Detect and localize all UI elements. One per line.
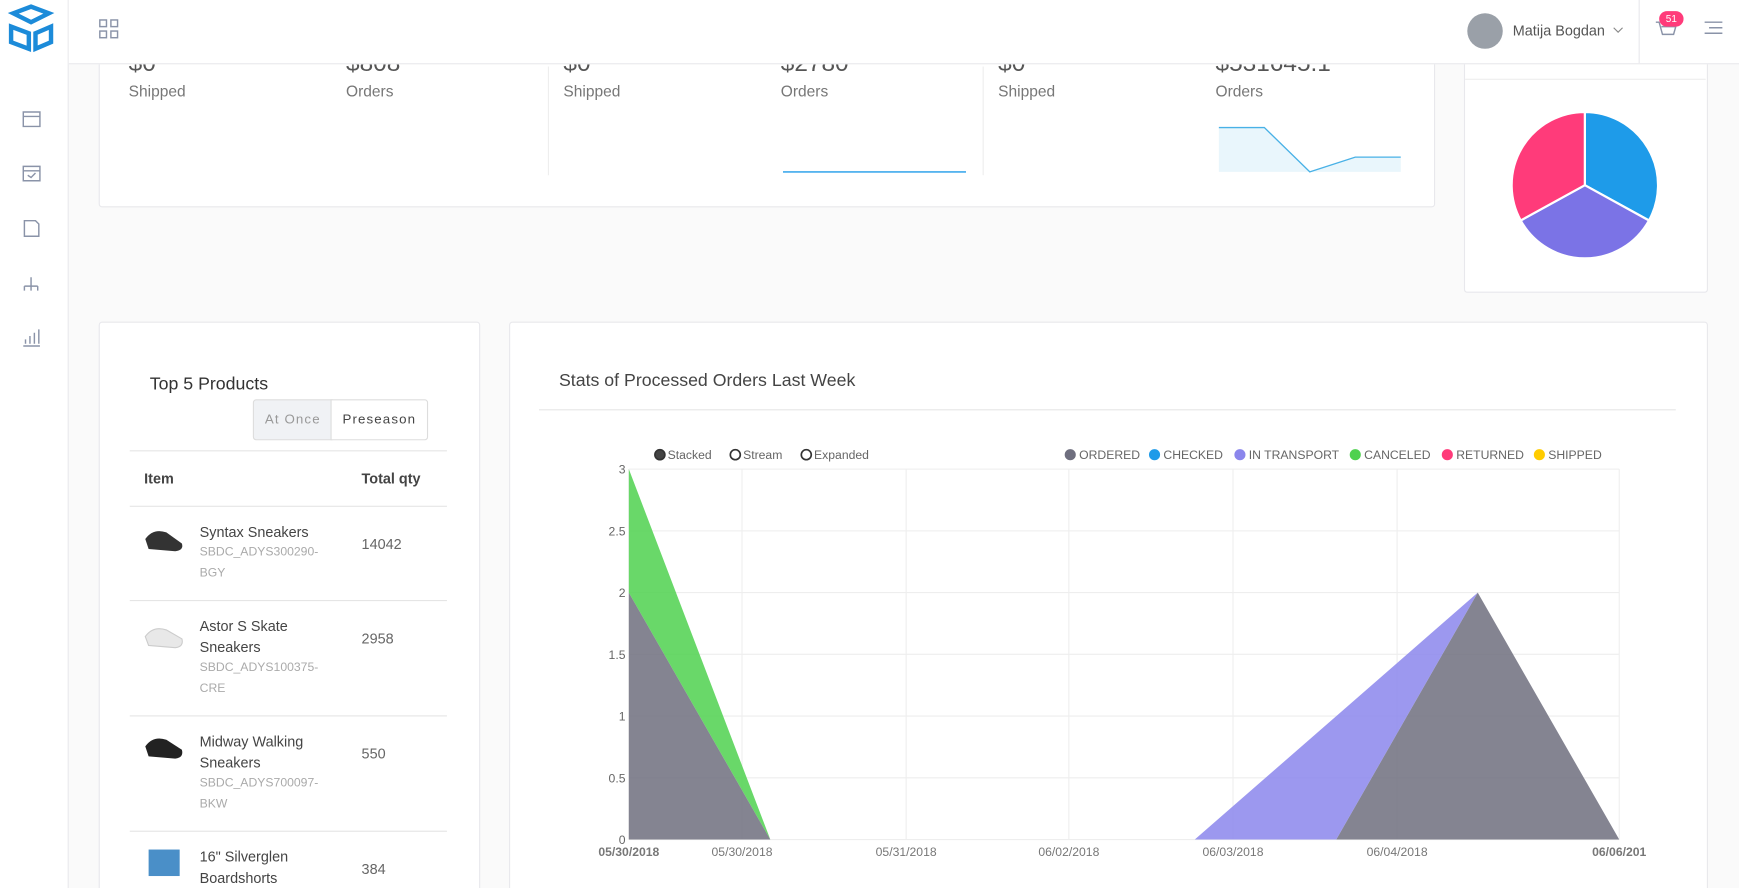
- x-tick-label: 06/03/2018: [1202, 845, 1263, 859]
- header: [68, 0, 1739, 65]
- apps-icon[interactable]: [99, 19, 119, 39]
- product-name: Midway Walking Sneakers: [199, 733, 304, 771]
- row-line: [129, 715, 447, 717]
- y-tick-label: 0.5: [609, 771, 626, 785]
- divider: [982, 66, 984, 176]
- store-icon[interactable]: [22, 111, 41, 128]
- product-qty: 550: [361, 745, 386, 762]
- product-name: Astor S Skate Sneakers: [199, 617, 288, 656]
- invoice-icon[interactable]: [23, 219, 40, 237]
- mode-label: Stream: [743, 448, 782, 462]
- legend-label: CHECKED: [1163, 448, 1223, 462]
- y-tick-label: 1.5: [609, 648, 626, 662]
- product-sku: SBDC_ADYS700097-BKW: [199, 776, 319, 811]
- legend-marker: [1441, 449, 1453, 461]
- mode-radio[interactable]: [800, 448, 813, 461]
- legend-label: ORDERED: [1079, 448, 1140, 462]
- legend-marker: [1148, 449, 1161, 461]
- product-qty: 384: [361, 860, 386, 878]
- chevron[interactable]: [1613, 27, 1623, 33]
- product-sku: SBDC_ADYS100375-CRE: [199, 660, 319, 696]
- chart-title: Stats of Processed Orders Last Week: [559, 370, 855, 390]
- shoe-image: [145, 738, 183, 759]
- sidebar: [0, 0, 69, 888]
- legend-marker: [1349, 449, 1361, 461]
- legend-marker: [1234, 449, 1246, 461]
- mode-radio[interactable]: [729, 448, 742, 461]
- avatar[interactable]: [1467, 13, 1503, 49]
- y-tick-label: 1: [619, 710, 626, 724]
- logo: [7, 4, 55, 53]
- stat-label: Shipped: [998, 82, 1056, 100]
- x-tick-label: 05/31/2018: [876, 845, 937, 859]
- y-tick-label: 3: [619, 463, 626, 477]
- menu-icon[interactable]: [1704, 21, 1723, 34]
- product-qty: 2958: [361, 629, 394, 647]
- shoe-image: [144, 628, 183, 649]
- x-tick-label: 06/02/2018: [1038, 845, 1099, 859]
- divider: [539, 409, 1676, 411]
- area: [628, 592, 1620, 840]
- column-header: Item: [144, 470, 174, 487]
- product-images: [144, 531, 183, 877]
- y-tick-label: 2.5: [609, 524, 626, 538]
- row-line: [129, 600, 447, 602]
- card-title: Top 5 Products: [149, 374, 269, 394]
- mode-label: Stacked: [668, 448, 712, 462]
- legend-label: IN TRANSPORT: [1249, 448, 1340, 462]
- x-tick-label: 05/30/2018: [598, 845, 659, 859]
- mode-radio[interactable]: [654, 448, 666, 461]
- calendar-icon[interactable]: [22, 165, 41, 182]
- tab[interactable]: Preseason: [330, 399, 429, 441]
- product-sku: SBDC_ADYS300290-BGY: [199, 545, 319, 581]
- legend-label: CANCELED: [1364, 448, 1431, 462]
- legend-label: RETURNED: [1456, 448, 1524, 462]
- product-name: Syntax Sneakers: [199, 523, 309, 541]
- stat-label: Orders: [780, 82, 829, 100]
- user-name[interactable]: Matija Bogdan: [1512, 22, 1605, 39]
- hierarchy-icon[interactable]: [23, 277, 39, 291]
- area: [628, 592, 1620, 840]
- column-header: Total qty: [361, 470, 421, 487]
- header-icons: [99, 0, 1723, 64]
- y-tick-label: 2: [619, 586, 626, 600]
- cart-badge: 51: [1665, 13, 1677, 25]
- row-line: [129, 830, 447, 832]
- stat-label: Orders: [1215, 82, 1263, 100]
- pie-slice: [1583, 110, 1660, 222]
- x-tick-label: 06/06/201: [1592, 845, 1646, 859]
- cart-badge-bg: [1659, 11, 1684, 27]
- legend-label: SHIPPED: [1548, 448, 1602, 462]
- legend-marker: [1064, 449, 1076, 461]
- shorts-image: [148, 849, 180, 877]
- mode-label: Expanded: [814, 448, 869, 462]
- stats-icon[interactable]: [23, 329, 40, 347]
- row-line: [129, 505, 447, 507]
- product-name: 16" Silverglen Boardshorts: [199, 848, 289, 887]
- divider: [1465, 78, 1706, 80]
- pie-slice: [1510, 110, 1586, 222]
- stat-label: Orders: [346, 82, 394, 100]
- sparkline-area: [1218, 127, 1401, 172]
- legend-marker: [1533, 449, 1545, 461]
- shoe-image: [145, 531, 183, 552]
- stat-label: Shipped: [563, 82, 621, 100]
- sidebar-icons: [7, 4, 55, 347]
- sparkline: [1218, 126, 1401, 173]
- x-tick-label: 06/04/2018: [1367, 845, 1428, 859]
- divider: [547, 66, 549, 176]
- y-tick-label: 0: [619, 833, 626, 847]
- product-qty: 14042: [361, 535, 402, 553]
- stat-label: Shipped: [128, 82, 186, 100]
- row-line: [129, 450, 447, 452]
- x-tick-label: 05/30/2018: [712, 845, 773, 859]
